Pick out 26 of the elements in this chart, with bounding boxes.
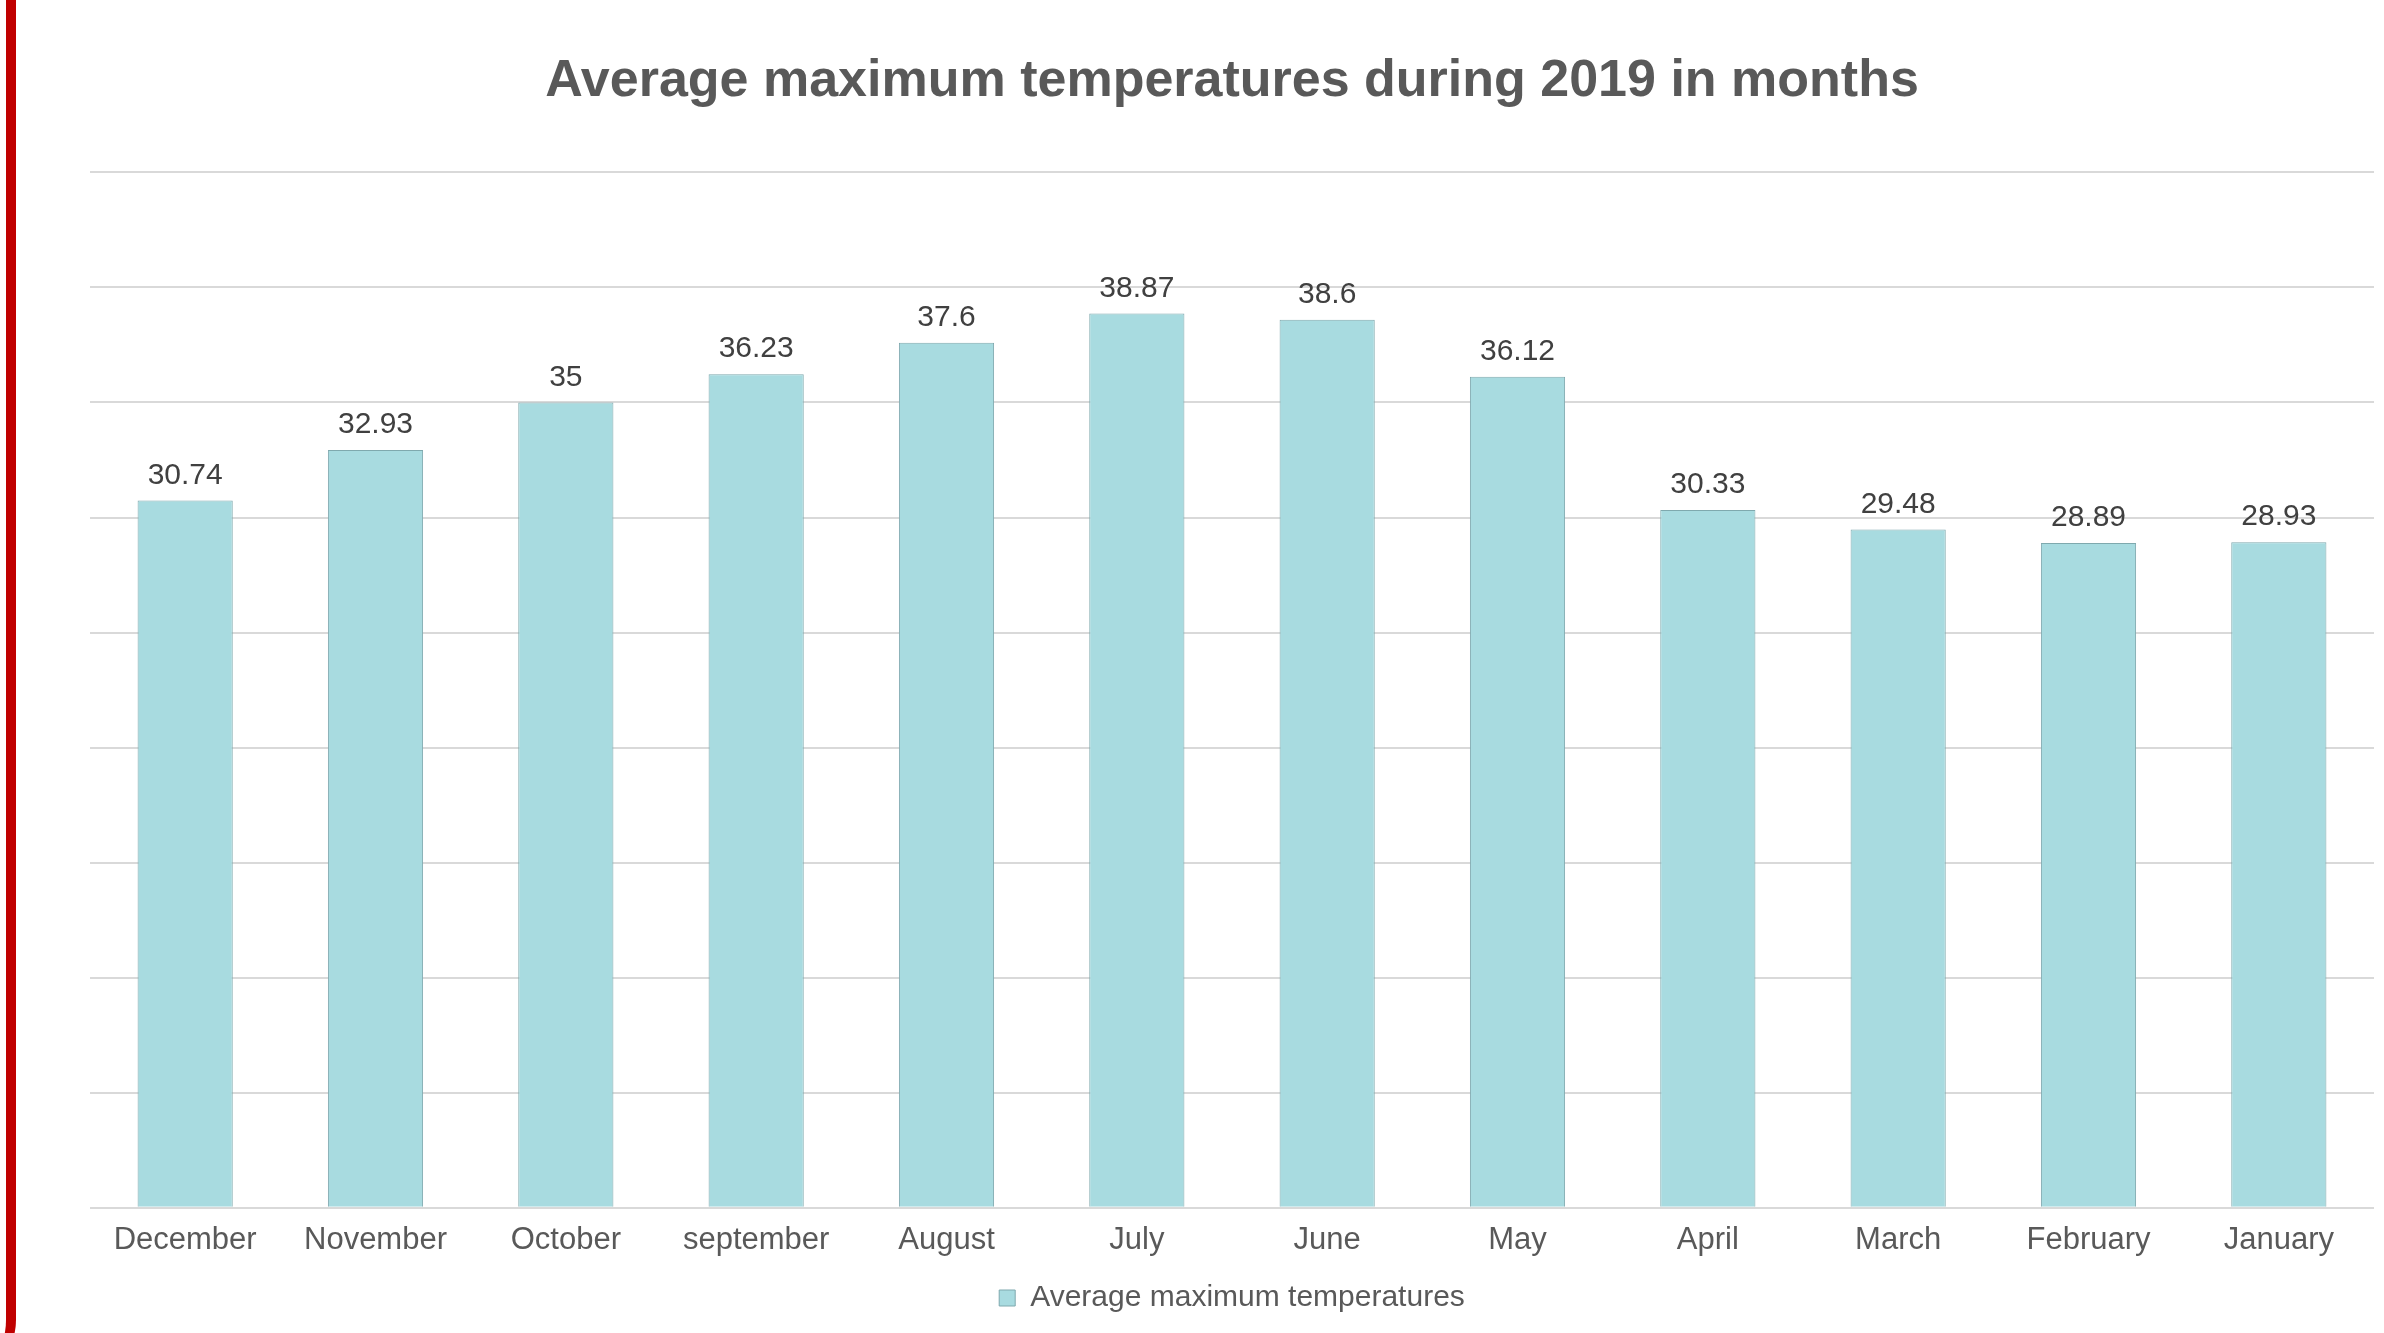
data-label: 38.87 bbox=[1099, 269, 1175, 303]
x-tick-label: July bbox=[1109, 1220, 1165, 1256]
data-label: 36.23 bbox=[718, 330, 794, 364]
x-tick-label: January bbox=[2223, 1220, 2335, 1256]
x-tick-label: August bbox=[898, 1220, 996, 1256]
data-label: 28.93 bbox=[2241, 498, 2317, 532]
x-tick-label: June bbox=[1293, 1220, 1361, 1256]
data-label: 29.48 bbox=[1860, 485, 1936, 519]
x-tick-label: December bbox=[113, 1220, 257, 1256]
chart-title: Average maximum temperatures during 2019 in months bbox=[545, 48, 1919, 107]
x-tick-label: April bbox=[1676, 1220, 1739, 1256]
x-tick-label: October bbox=[510, 1220, 621, 1256]
x-tick-label: February bbox=[2026, 1220, 2152, 1256]
data-label: 38.6 bbox=[1297, 275, 1357, 309]
x-tick-label: september bbox=[682, 1220, 830, 1256]
data-label: 30.74 bbox=[147, 456, 223, 490]
data-label: 37.6 bbox=[917, 298, 976, 332]
x-tick-label: November bbox=[304, 1220, 447, 1256]
data-label: 36.12 bbox=[1479, 332, 1556, 366]
x-tick-label: March bbox=[1855, 1220, 1942, 1256]
x-tick-label: May bbox=[1488, 1220, 1548, 1256]
data-label: 35 bbox=[549, 358, 583, 392]
data-label: 32.93 bbox=[337, 406, 414, 440]
data-label: 30.33 bbox=[1670, 466, 1746, 500]
legend-label: Average maximum temperatures bbox=[1030, 1279, 1465, 1313]
data-label: 28.89 bbox=[2050, 499, 2127, 533]
